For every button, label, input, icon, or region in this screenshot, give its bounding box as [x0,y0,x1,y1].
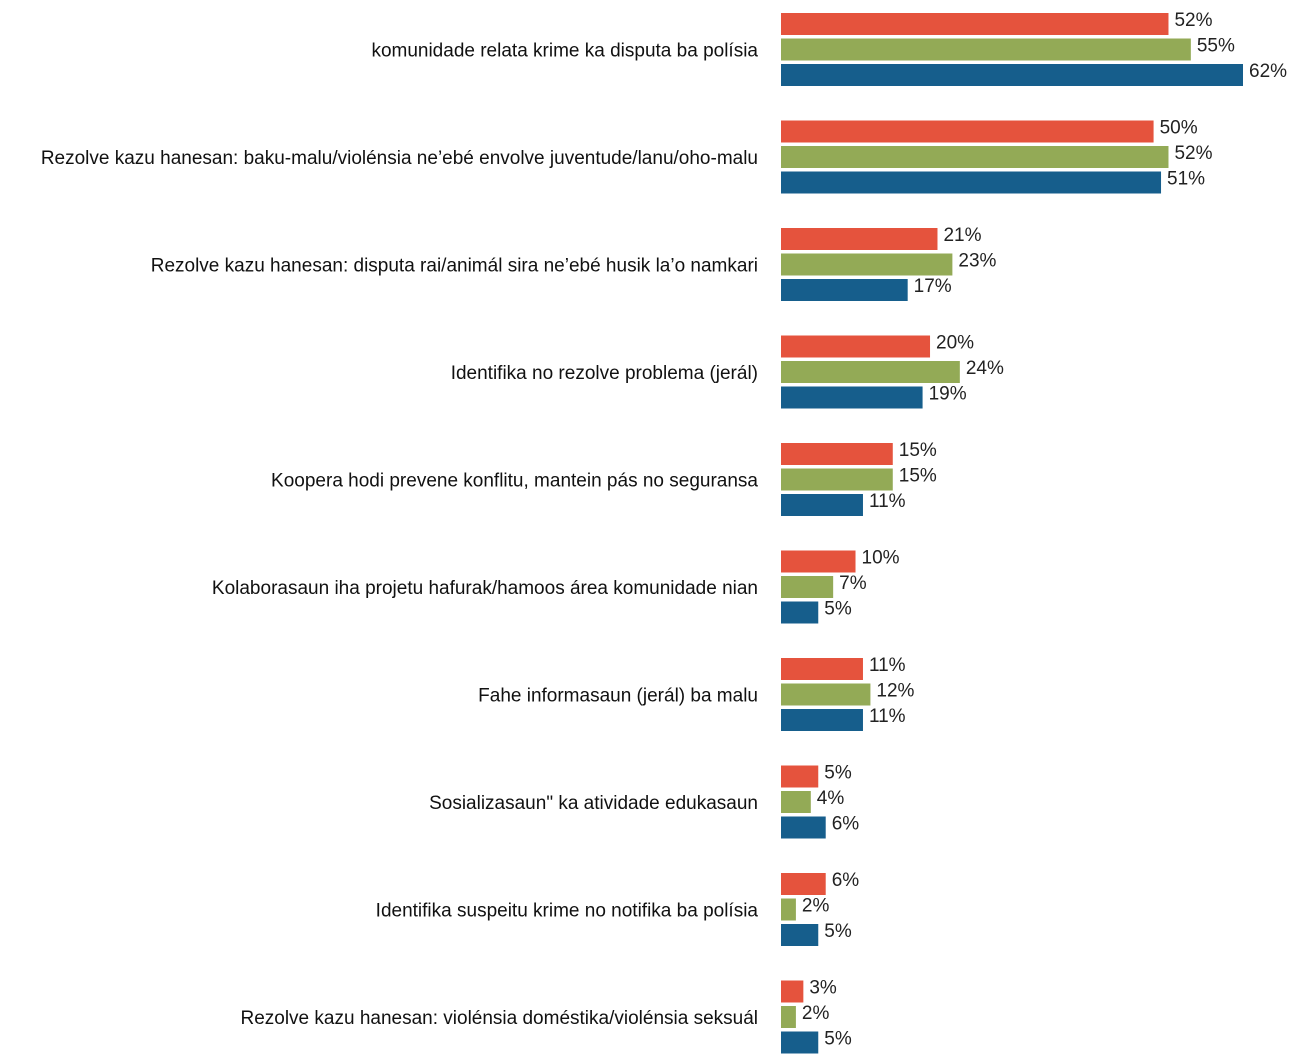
bar-series-1 [781,228,938,250]
category-label: Fahe informasaun (jerál) ba malu [478,686,758,707]
bar-series-3 [781,64,1243,86]
bar-series-2 [781,38,1191,61]
data-label: 10% [862,548,900,569]
data-label: 7% [839,573,867,594]
bar-series-1 [781,873,826,895]
category-group: Identifika suspeitu krime no notifika ba… [376,870,860,946]
category-group: Rezolve kazu hanesan: disputa rai/animál… [151,225,997,301]
bar-series-2 [781,898,796,921]
bar-series-3 [781,1031,819,1054]
category-label: Kolaborasaun iha projetu hafurak/hamoos … [212,578,758,599]
bar-series-3 [781,709,863,731]
bar-series-1 [781,120,1154,143]
bar-series-1 [781,980,804,1003]
bar-series-1 [781,765,819,788]
category-label: Rezolve kazu hanesan: baku-malu/violénsi… [41,148,758,169]
data-label: 55% [1197,36,1235,57]
category-label: Rezolve kazu hanesan: disputa rai/animál… [151,256,758,277]
category-label: Rezolve kazu hanesan: violénsia doméstik… [240,1008,758,1029]
bar-series-1 [781,658,863,680]
category-group: Koopera hodi prevene konflitu, mantein p… [271,440,937,516]
data-label: 15% [899,466,937,487]
data-label: 23% [958,251,996,272]
category-group: komunidade relata krime ka disputa ba po… [371,10,1287,86]
bar-series-2 [781,683,871,706]
category-label: komunidade relata krime ka disputa ba po… [371,41,758,62]
data-label: 5% [824,763,852,784]
data-label: 52% [1174,10,1212,31]
data-label: 11% [869,706,906,727]
category-group: Kolaborasaun iha projetu hafurak/hamoos … [212,548,900,624]
bar-series-3 [781,816,826,839]
data-label: 51% [1167,169,1205,190]
data-label: 50% [1160,118,1198,139]
data-label: 6% [832,814,860,835]
data-label: 11% [869,655,906,676]
bar-series-3 [781,386,923,409]
data-label: 2% [802,896,830,917]
bar-series-3 [781,494,863,516]
bar-series-2 [781,468,893,491]
data-label: 20% [936,333,974,354]
bar-series-1 [781,550,856,573]
category-label: Identifika suspeitu krime no notifika ba… [376,901,759,922]
data-label: 17% [914,276,952,297]
bar-series-2 [781,361,960,383]
data-label: 11% [869,491,906,512]
data-label: 24% [966,358,1004,379]
data-label: 2% [802,1003,830,1024]
data-label: 19% [929,384,967,405]
category-label: Koopera hodi prevene konflitu, mantein p… [271,471,758,492]
data-label: 15% [899,440,937,461]
category-group: Fahe informasaun (jerál) ba malu 11% 12% 11… [478,655,915,731]
data-label: 12% [876,681,914,702]
category-label: Identifika no rezolve problema (jerál) [451,363,758,384]
bar-series-3 [781,601,819,624]
data-label: 5% [824,1029,852,1050]
bar-series-2 [781,576,834,598]
data-label: 4% [817,788,845,809]
category-group: Rezolve kazu hanesan: violénsia doméstik… [240,978,852,1054]
bar-series-3 [781,171,1162,194]
data-label: 21% [943,225,981,246]
data-label: 52% [1174,143,1212,164]
bar-series-1 [781,443,893,465]
bar-series-2 [781,791,811,813]
bar-series-2 [781,146,1169,168]
bar-series-2 [781,1006,796,1028]
category-label: Sosializasaun" ka atividade edukasaun [429,793,758,814]
bar-series-3 [781,924,819,946]
data-label: 3% [809,978,837,999]
data-label: 5% [824,921,852,942]
category-group: Rezolve kazu hanesan: baku-malu/violénsi… [41,118,1213,194]
bar-series-1 [781,335,931,358]
category-group: Sosializasaun" ka atividade edukasaun 5% 4… [429,763,859,839]
bar-series-2 [781,253,953,276]
bar-series-3 [781,279,908,301]
category-group: Identifika no rezolve problema (jerál) 20… [451,333,1004,409]
data-label: 5% [824,599,852,620]
bar-series-1 [781,13,1169,35]
data-label: 6% [832,870,860,891]
data-label: 62% [1249,61,1287,82]
